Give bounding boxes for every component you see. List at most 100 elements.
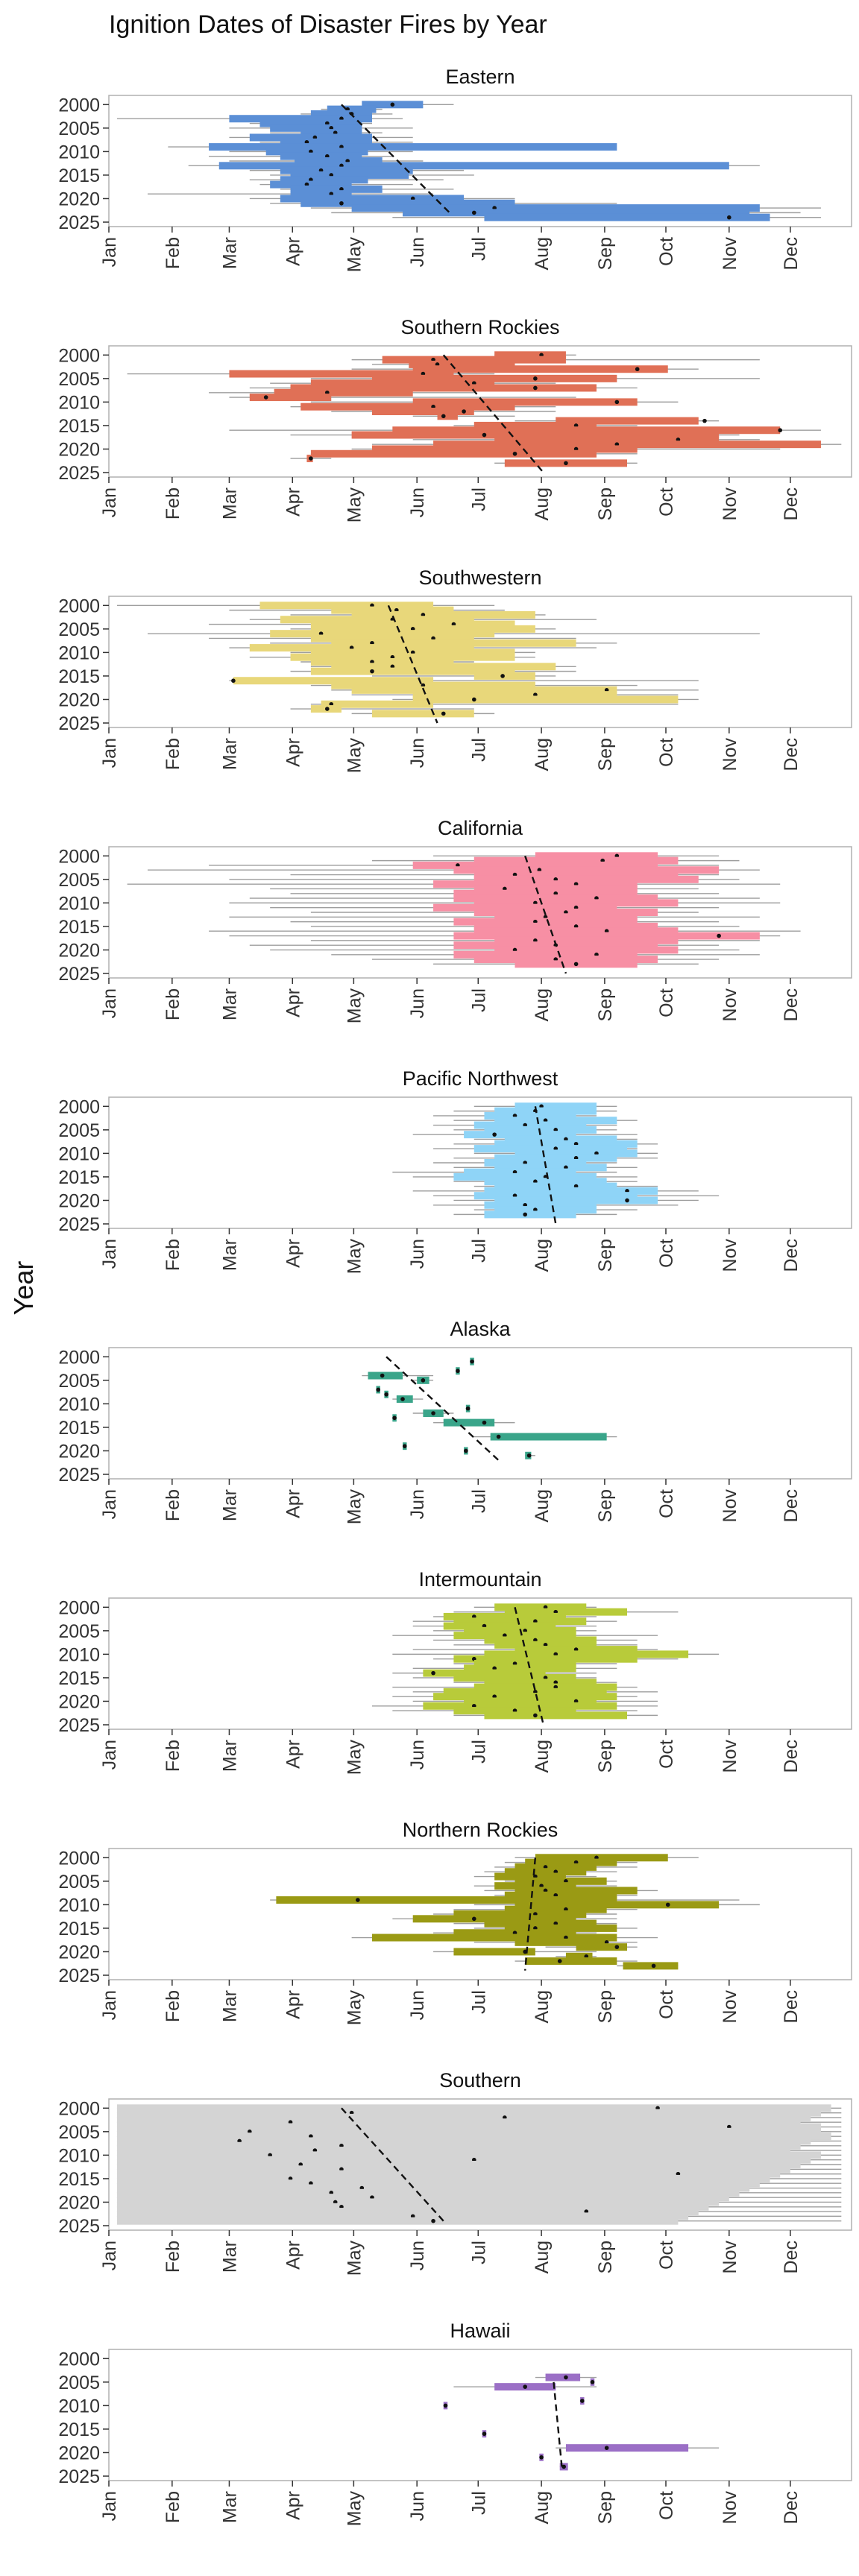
range-bar	[494, 1107, 597, 1115]
x-tick-label: Aug	[532, 988, 553, 1021]
ignition-point	[431, 1411, 435, 1415]
y-tick-label: 2005	[58, 369, 100, 390]
x-tick-label: Sep	[595, 988, 616, 1021]
x-tick-label: Jun	[407, 1990, 428, 2020]
range-bar	[116, 2170, 781, 2178]
x-tick-label: Jul	[468, 988, 489, 1012]
panel-title: Intermountain	[418, 1568, 541, 1591]
ignition-point	[561, 2464, 566, 2469]
y-tick-label: 2005	[58, 2122, 100, 2143]
range-bar	[116, 2203, 709, 2211]
x-tick-label: Oct	[656, 1239, 677, 1268]
range-bar	[331, 681, 535, 689]
range-bar	[116, 2208, 699, 2216]
x-tick-label: Apr	[283, 1489, 303, 1518]
ignition-point	[443, 2403, 448, 2408]
range-bar	[473, 1121, 587, 1129]
y-tick-label: 2015	[58, 1418, 100, 1439]
range-bar	[556, 417, 699, 425]
y-tick-label: 2010	[58, 1394, 100, 1415]
ignition-point	[778, 428, 783, 433]
x-tick-label: Feb	[163, 1239, 183, 1271]
ignition-point	[635, 367, 640, 372]
ignition-point	[465, 1406, 471, 1411]
trend-line	[442, 354, 544, 473]
range-bar	[371, 408, 474, 415]
y-tick-label: 2005	[58, 1621, 100, 1642]
ignition-point	[496, 1434, 501, 1439]
y-tick-label: 2025	[58, 463, 100, 484]
x-tick-label: Apr	[283, 487, 303, 517]
range-bar	[484, 1111, 576, 1120]
x-tick-label: Jun	[407, 487, 428, 517]
x-tick-label: Apr	[283, 2491, 303, 2520]
y-tick-label: 2025	[58, 212, 100, 233]
range-bar	[301, 199, 515, 207]
x-tick-label: May	[344, 237, 365, 273]
range-bar	[265, 148, 368, 156]
x-tick-label: Jul	[468, 2241, 489, 2264]
ignition-point	[470, 1359, 474, 1364]
range-bar	[280, 616, 474, 624]
ignition-point	[392, 1415, 397, 1421]
x-tick-label: Sep	[595, 237, 616, 270]
ignition-point	[390, 102, 395, 107]
ignition-point	[324, 707, 330, 711]
x-tick-label: Jun	[407, 1239, 428, 1269]
range-bar	[351, 610, 535, 619]
range-bar	[433, 903, 617, 912]
y-tick-label: 2010	[58, 893, 100, 914]
range-bar	[484, 1187, 658, 1195]
trend-line	[514, 1607, 544, 1726]
x-tick-label: Aug	[532, 1239, 553, 1272]
range-bar	[351, 204, 760, 212]
y-tick-label: 2025	[58, 713, 100, 734]
panel-eastern: Eastern 2000 2005 2010 2015 2020 2025 Jan Feb Mar…	[58, 66, 852, 272]
panel-northern-rockies: Northern Rockies 2000 2005 2010 2015 2020 2025…	[58, 1819, 852, 2025]
range-bar	[464, 1664, 576, 1673]
trend-line	[341, 2107, 444, 2222]
range-bar	[464, 1697, 597, 1705]
range-bar	[453, 889, 638, 897]
range-bar	[310, 449, 597, 458]
range-bar	[473, 927, 679, 935]
range-bar	[409, 360, 515, 368]
x-tick-label: Jun	[407, 1740, 428, 1770]
range-bar	[473, 856, 679, 865]
x-tick-label: Dec	[781, 1740, 802, 1772]
range-bar	[545, 2373, 581, 2381]
ignition-point	[441, 414, 446, 419]
range-bar	[392, 426, 781, 435]
x-tick-label: Nov	[720, 1489, 740, 1523]
y-tick-label: 2015	[58, 917, 100, 938]
x-tick-label: May	[344, 2491, 365, 2527]
range-bar	[249, 644, 474, 652]
x-tick-label: Feb	[163, 2241, 183, 2273]
x-tick-label: Jul	[468, 1489, 489, 1513]
y-tick-label: 2010	[58, 1895, 100, 1916]
x-tick-label: Dec	[781, 237, 802, 270]
range-bar	[525, 1858, 617, 1866]
panel-title: Eastern	[445, 66, 515, 88]
x-tick-label: Jan	[99, 988, 120, 1018]
y-tick-label: 2000	[58, 2098, 100, 2119]
x-tick-label: Nov	[720, 1239, 740, 1272]
ignition-point	[482, 1420, 487, 1425]
x-tick-label: Oct	[656, 1489, 677, 1518]
ignition-point	[380, 1373, 385, 1378]
y-tick-label: 2015	[58, 666, 100, 687]
range-bar	[310, 379, 495, 388]
x-tick-label: Jan	[99, 1489, 120, 1519]
x-tick-label: Jul	[468, 237, 489, 261]
range-bar	[494, 1206, 597, 1214]
x-tick-label: May	[344, 1489, 365, 1525]
range-bar	[116, 2147, 790, 2155]
panel-title: Southern Rockies	[400, 316, 559, 338]
x-tick-label: Nov	[720, 1990, 740, 2024]
ignition-point	[384, 1392, 388, 1397]
y-tick-label: 2020	[58, 2443, 100, 2463]
trend-line	[341, 104, 450, 214]
x-tick-label: Feb	[163, 1740, 183, 1772]
